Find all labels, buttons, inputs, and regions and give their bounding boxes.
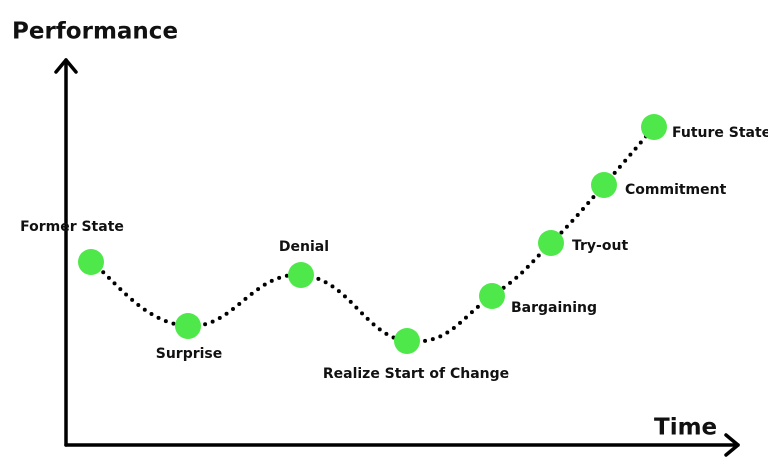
nodes: Former State Surprise Denial Realize Start … (20, 114, 768, 382)
node-label: Future State (672, 125, 768, 141)
node-label: Try-out (572, 238, 628, 254)
node (394, 328, 420, 354)
node-label: Commitment (625, 182, 727, 198)
node (78, 249, 104, 275)
node (479, 283, 505, 309)
x-arrow (724, 433, 740, 457)
node-label: Bargaining (511, 300, 597, 316)
x-axis-label: Time (654, 415, 717, 441)
node (641, 114, 667, 140)
node-label: Denial (279, 239, 329, 255)
node (175, 313, 201, 339)
node (591, 172, 617, 198)
node-label: Former State (20, 219, 124, 235)
node (288, 262, 314, 288)
node-label: Realize Start of Change (323, 366, 509, 382)
axes (54, 58, 740, 457)
y-arrow (54, 58, 78, 74)
node-label: Surprise (156, 346, 223, 362)
y-axis-label: Performance (12, 19, 178, 45)
node (538, 230, 564, 256)
